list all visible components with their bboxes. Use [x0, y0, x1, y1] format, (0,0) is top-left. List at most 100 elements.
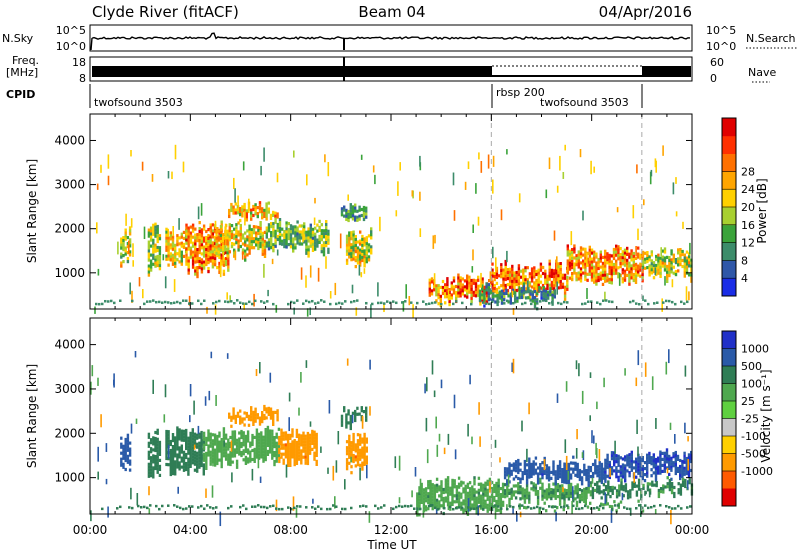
- cell: [648, 270, 651, 274]
- cell: [491, 262, 494, 266]
- cell: [497, 508, 500, 512]
- cell: [646, 254, 649, 258]
- cell: [189, 249, 193, 253]
- cell: [178, 260, 181, 264]
- cell: [295, 428, 299, 432]
- cell: [641, 456, 644, 460]
- cell: [599, 277, 602, 281]
- sparse-cell: [208, 390, 211, 401]
- cell: [479, 506, 483, 510]
- cell: [205, 262, 208, 267]
- cell: [563, 488, 566, 492]
- cell: [345, 237, 349, 241]
- cell: [307, 254, 310, 258]
- cell: [416, 498, 419, 502]
- cell: [120, 463, 123, 467]
- cell: [422, 488, 426, 492]
- cell: [300, 230, 304, 234]
- cell: [320, 232, 323, 236]
- cell: [249, 441, 252, 445]
- cell: [584, 262, 587, 266]
- cell: [169, 451, 172, 456]
- cell: [198, 257, 201, 261]
- cell: [365, 212, 368, 216]
- cell: [286, 436, 290, 440]
- cell: [502, 274, 505, 278]
- cell: [228, 235, 231, 239]
- cell: [246, 244, 249, 248]
- cell: [528, 500, 531, 504]
- cell: [533, 266, 536, 270]
- cell: [249, 453, 252, 457]
- cell: [211, 265, 215, 269]
- cell: [318, 234, 321, 238]
- cell: [260, 449, 263, 453]
- sparse-cell: [107, 175, 110, 186]
- cell: [250, 415, 253, 419]
- cell: [255, 455, 259, 459]
- cell: [514, 496, 518, 500]
- cell: [493, 489, 496, 494]
- cell: [320, 229, 323, 233]
- cell: [303, 225, 306, 229]
- near-range-cell: [401, 301, 404, 304]
- cell: [663, 469, 666, 473]
- cell: [646, 459, 649, 463]
- cell: [533, 296, 537, 300]
- cell: [471, 491, 474, 495]
- sparse-cell: [507, 474, 510, 487]
- cell: [539, 262, 543, 266]
- cell: [654, 466, 658, 471]
- cell: [213, 245, 217, 249]
- cell: [687, 453, 691, 457]
- cell: [544, 278, 547, 282]
- cell: [200, 228, 204, 232]
- cell: [187, 244, 190, 248]
- cell: [198, 230, 201, 234]
- cell: [314, 244, 317, 248]
- sparse-cell: [334, 282, 337, 296]
- sparse-cell: [604, 492, 607, 504]
- cell: [322, 247, 326, 251]
- cell: [477, 491, 481, 495]
- x-tick-label: 12:00: [374, 523, 409, 537]
- near-range-cell: [512, 301, 515, 305]
- cell: [241, 214, 244, 218]
- cell: [243, 423, 246, 427]
- sparse-cell: [562, 172, 565, 179]
- cell: [504, 259, 507, 264]
- near-range-cell: [422, 300, 425, 303]
- cell: [484, 505, 487, 509]
- cell: [670, 491, 674, 495]
- cell: [169, 252, 172, 256]
- cell: [200, 234, 204, 238]
- cell: [659, 468, 662, 472]
- cell: [207, 435, 210, 439]
- cell: [205, 436, 208, 440]
- cell: [187, 466, 190, 470]
- cell: [359, 257, 362, 261]
- cell: [276, 418, 279, 422]
- cell: [240, 444, 243, 449]
- cell: [251, 442, 254, 447]
- velocity-plot-area: [90, 318, 692, 514]
- cell: [171, 451, 175, 455]
- cell: [606, 252, 609, 256]
- cell: [246, 460, 250, 464]
- cell: [209, 253, 212, 257]
- sparse-cell: [348, 236, 350, 246]
- cell: [202, 458, 206, 462]
- cell: [661, 261, 664, 265]
- cell: [643, 479, 647, 483]
- cell: [599, 271, 602, 275]
- cell: [677, 251, 680, 255]
- cell: [466, 491, 470, 495]
- cell: [659, 471, 662, 475]
- cell: [459, 291, 462, 295]
- cell: [604, 279, 607, 283]
- cell: [504, 286, 507, 291]
- cell: [448, 297, 451, 301]
- cell: [147, 468, 151, 472]
- cell: [500, 269, 503, 273]
- cell: [430, 280, 434, 284]
